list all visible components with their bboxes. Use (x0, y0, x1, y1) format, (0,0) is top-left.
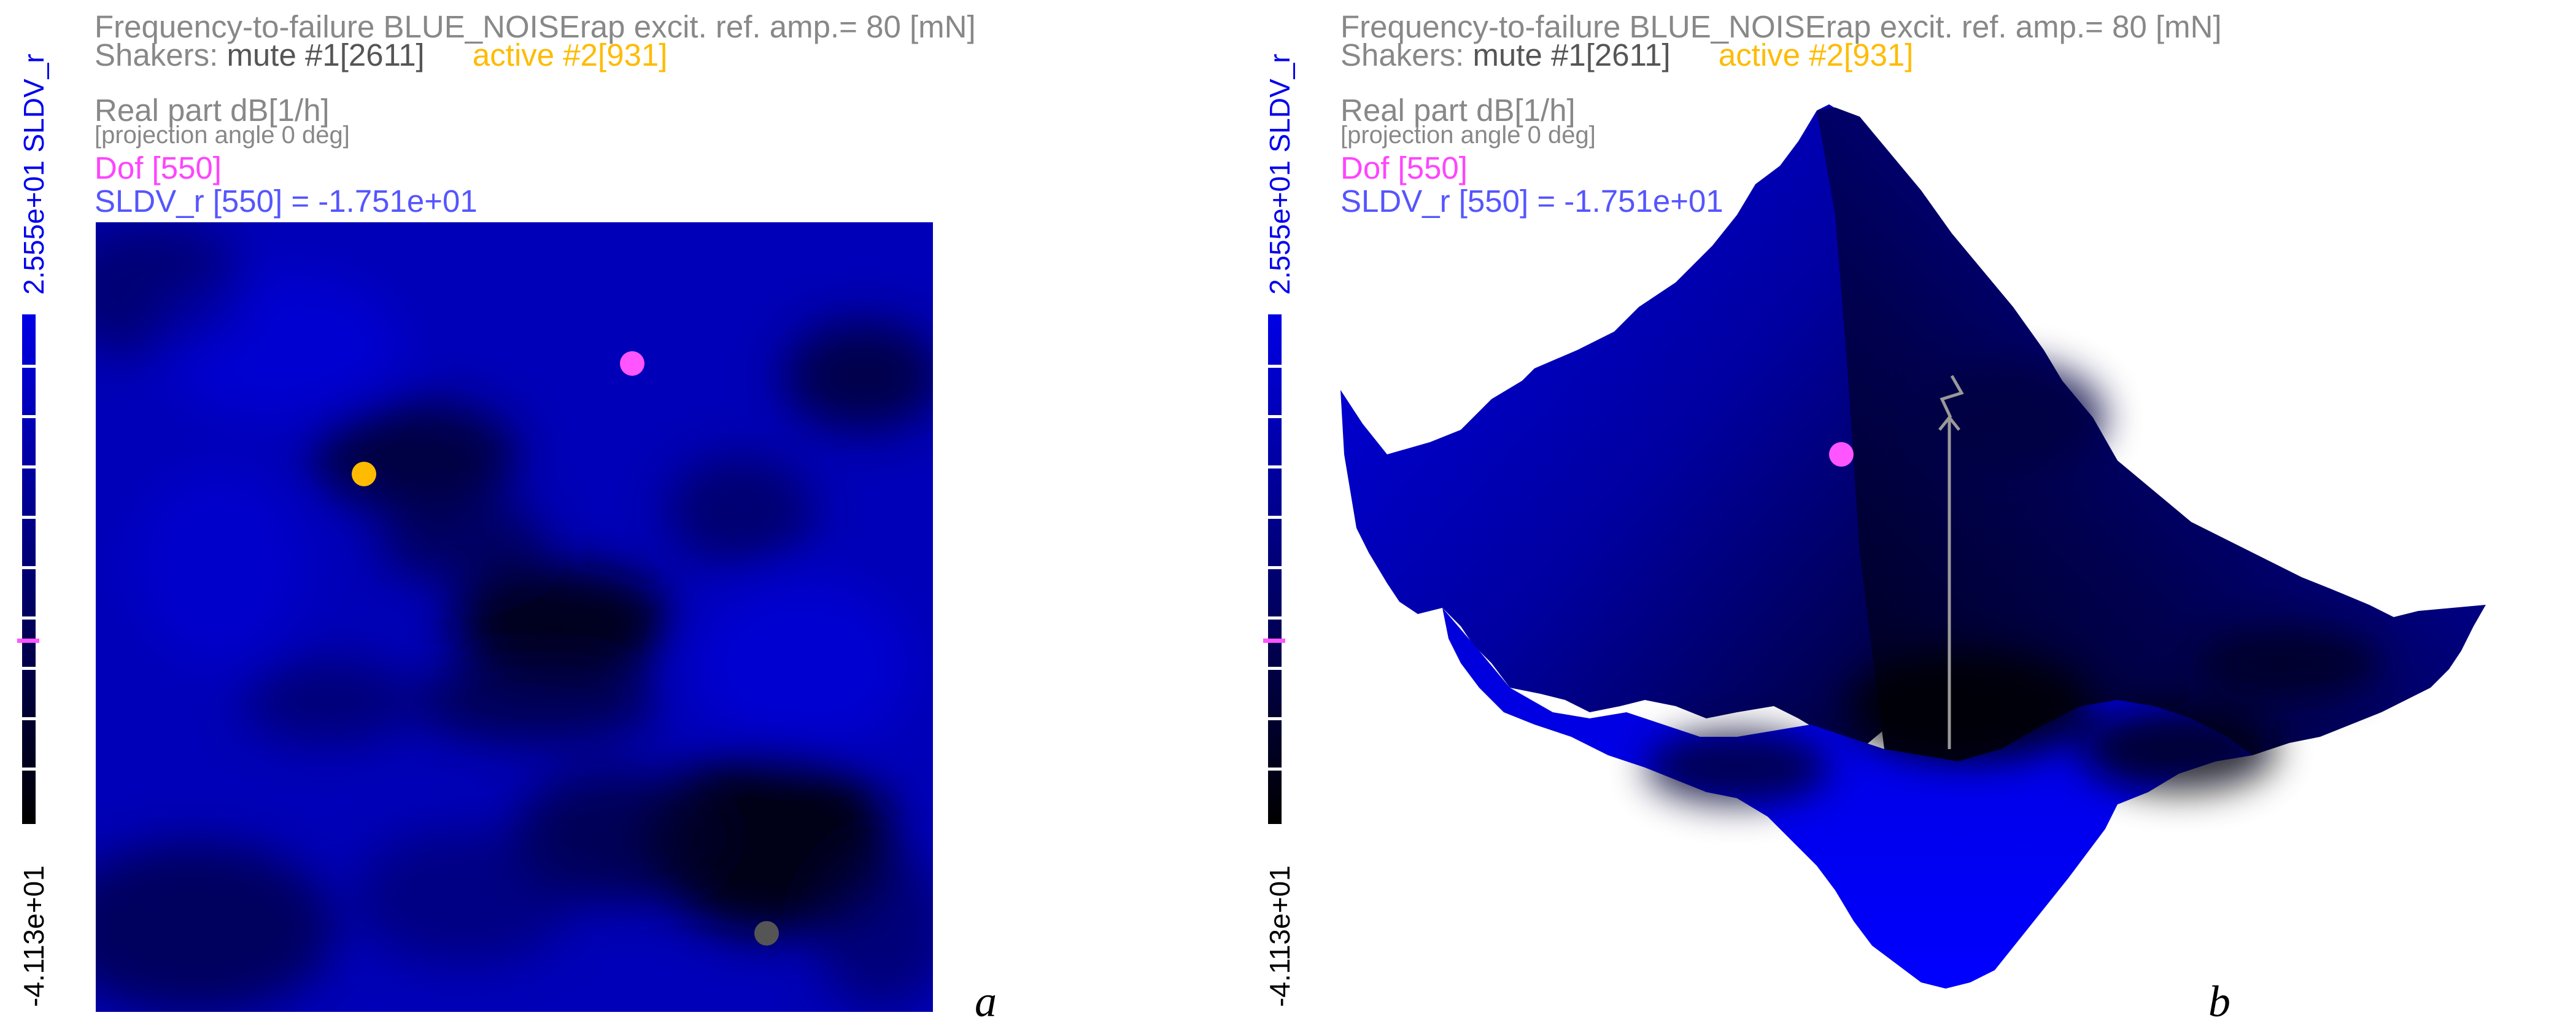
mute-shaker-label: mute #1[2611] (226, 37, 425, 72)
colorbar-tick (22, 365, 36, 368)
panel-b: 2.555e+01 SLDV_r -4.113e+01 (1246, 0, 2523, 1034)
colorbar-tick (1268, 667, 1282, 670)
active-shaker-label: active #2[931] (472, 37, 668, 72)
colorbar-tick (1268, 566, 1282, 569)
colorbar-tick (1268, 516, 1282, 519)
readout-label: SLDV_r [550] = -1.751e+01 (1340, 184, 1723, 219)
panel-a: 2.555e+01 SLDV_r -4.113e+01 Frequency-to… (0, 0, 1277, 1034)
arrow-zigzag (1940, 375, 1964, 419)
dof-marker[interactable] (1829, 442, 1854, 467)
colorbar-tick (22, 667, 36, 670)
colorbar-tick (1268, 365, 1282, 368)
panel-letter: b (2208, 977, 2230, 1026)
response-map[interactable] (96, 222, 933, 1012)
shakers-label: Shakers: (95, 37, 219, 72)
colorbar-tick (1268, 616, 1282, 620)
colorbar-tick (1268, 415, 1282, 418)
mute-shaker-marker[interactable] (754, 921, 779, 946)
colorbar-current-marker (17, 639, 39, 643)
colorbar-tick (22, 616, 36, 620)
colorbar (22, 314, 36, 824)
colorbar-tick (1268, 465, 1282, 468)
projection-label: [projection angle 0 deg] (1340, 122, 1596, 149)
readout-label: SLDV_r [550] = -1.751e+01 (95, 184, 478, 219)
shakers-label: Shakers: (1340, 37, 1464, 72)
mute-shaker-label: mute #1[2611] (1472, 37, 1671, 72)
colorbar-tick (22, 717, 36, 720)
colorbar-min-label: -4.113e+01 (18, 865, 50, 1007)
colorbar-tick (22, 768, 36, 771)
colorbar-tick (22, 465, 36, 468)
colorbar-max-label: 2.555e+01 SLDV_r (18, 53, 50, 295)
colorbar-tick (22, 415, 36, 418)
plot-title: Frequency-to-failure BLUE_NOISErap excit… (95, 9, 976, 44)
colorbar-tick (22, 516, 36, 519)
dof-marker[interactable] (620, 351, 644, 376)
shakers-line: Shakers: mute #1[2611] active #2[931] (1340, 37, 1913, 73)
quantity-label: Real part dB[1/h] (1340, 93, 1576, 128)
panel-letter: a (975, 977, 997, 1026)
plot-title: Frequency-to-failure BLUE_NOISErap excit… (1340, 9, 2222, 44)
projection-label: [projection angle 0 deg] (95, 122, 350, 149)
active-shaker-label: active #2[931] (1718, 37, 1914, 72)
colorbar (1268, 314, 1282, 824)
colorbar-tick (1268, 717, 1282, 720)
colorbar-tick (22, 566, 36, 569)
active-shaker-marker[interactable] (352, 462, 376, 486)
colorbar-tick (1268, 768, 1282, 771)
dof-label: Dof [550] (1340, 150, 1468, 185)
quantity-label: Real part dB[1/h] (95, 93, 330, 128)
response-surface-3d[interactable] (1246, 0, 2523, 1034)
colorbar-current-marker (1263, 639, 1285, 643)
shakers-line: Shakers: mute #1[2611] active #2[931] (95, 37, 667, 73)
dof-label: Dof [550] (95, 150, 222, 185)
